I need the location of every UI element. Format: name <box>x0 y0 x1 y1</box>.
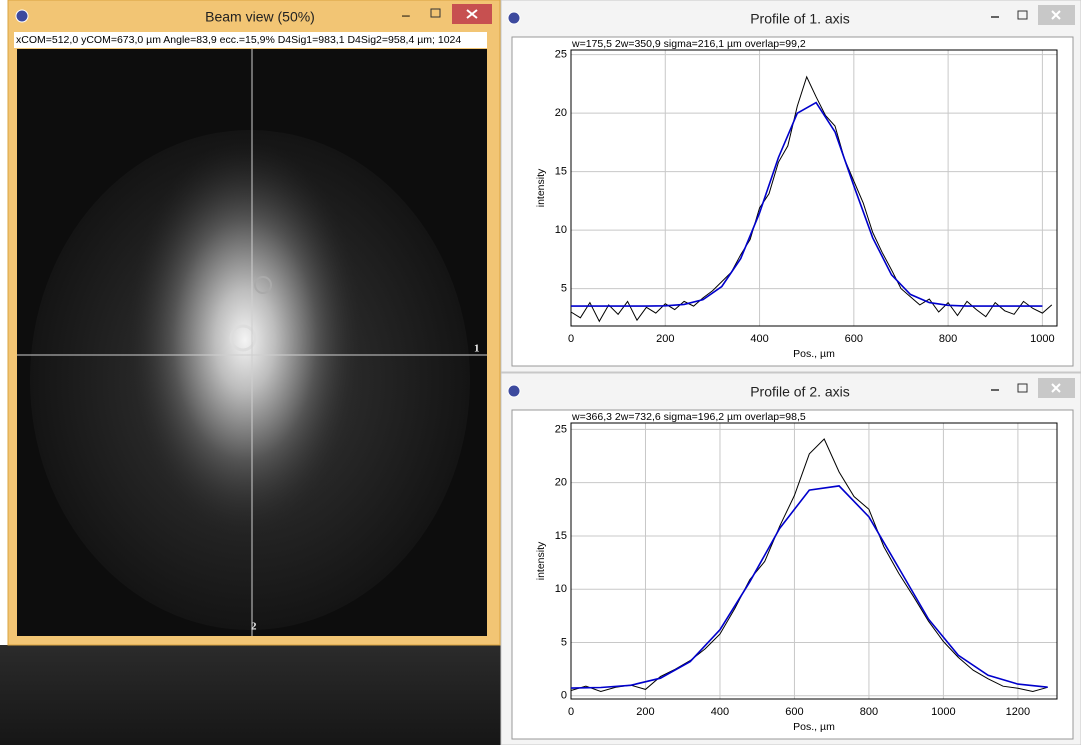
app-icon[interactable] <box>507 11 521 25</box>
x-tick-label: 600 <box>785 706 803 718</box>
close-icon <box>466 9 478 19</box>
axis-label: 2 <box>251 621 257 633</box>
info-bar <box>14 32 487 48</box>
y-tick-label: 0 <box>561 690 567 702</box>
app-icon[interactable] <box>15 9 29 23</box>
background-image <box>0 645 503 745</box>
beam-spot <box>125 140 365 540</box>
close-icon <box>1051 10 1061 20</box>
y-axis-label: intensity <box>535 541 547 580</box>
x-tick-label: 1000 <box>931 706 955 718</box>
y-tick-label: 10 <box>555 583 567 595</box>
y-tick-label: 25 <box>555 423 567 435</box>
axis-label: 1 <box>474 343 480 355</box>
chart-panel <box>511 409 1074 740</box>
plot-frame <box>570 49 1058 327</box>
window-title: Profile of 1. axis <box>750 11 850 27</box>
plot-frame <box>570 422 1058 700</box>
y-tick-label: 15 <box>555 166 567 178</box>
minimize-button[interactable]: – <box>402 7 410 23</box>
y-tick-label: 10 <box>555 224 567 236</box>
fit-line <box>571 101 1043 307</box>
x-tick-label: 800 <box>860 706 878 718</box>
y-axis-label: intensity <box>535 168 547 207</box>
beam-window: Beam view (50%) – xCOM=512,0 yCOM=673,0 … <box>7 0 501 646</box>
x-tick-label: 200 <box>636 706 654 718</box>
maximize-button[interactable] <box>1017 383 1028 393</box>
x-tick-label: 400 <box>711 706 729 718</box>
x-axis-label: Pos., µm <box>793 348 835 360</box>
chart-panel <box>511 36 1074 367</box>
y-tick-label: 20 <box>555 477 567 489</box>
window-title: Profile of 2. axis <box>750 384 850 400</box>
maximize-button[interactable] <box>430 8 441 18</box>
fringe <box>229 324 257 352</box>
x-tick-label: 1200 <box>1006 706 1030 718</box>
x-tick-label: 600 <box>845 333 863 345</box>
x-tick-label: 800 <box>939 333 957 345</box>
y-tick-label: 20 <box>555 107 567 119</box>
fit-line <box>570 485 1048 689</box>
profile-stats: w=175,5 2w=350,9 sigma=216,1 µm overlap=… <box>571 38 806 50</box>
x-tick-label: 1000 <box>1030 333 1054 345</box>
window-title: Beam view (50%) <box>205 9 315 25</box>
y-tick-label: 15 <box>555 530 567 542</box>
x-tick-label: 200 <box>656 333 674 345</box>
maximize-button[interactable] <box>1017 10 1028 20</box>
y-tick-label: 25 <box>555 49 567 61</box>
app-icon[interactable] <box>507 384 521 398</box>
y-tick-label: 5 <box>561 636 567 648</box>
close-icon <box>1051 383 1061 393</box>
x-tick-label: 400 <box>750 333 768 345</box>
beam-info: xCOM=512,0 yCOM=673,0 µm Angle=83,9 ecc.… <box>16 34 461 46</box>
x-axis-label: Pos., µm <box>793 721 835 733</box>
y-tick-label: 5 <box>561 282 567 294</box>
fringe <box>254 276 272 294</box>
measured-line <box>570 438 1048 693</box>
x-tick-label: 0 <box>568 706 574 718</box>
profile-stats: w=366,3 2w=732,6 sigma=196,2 µm overlap=… <box>571 411 806 423</box>
x-tick-label: 0 <box>568 333 574 345</box>
